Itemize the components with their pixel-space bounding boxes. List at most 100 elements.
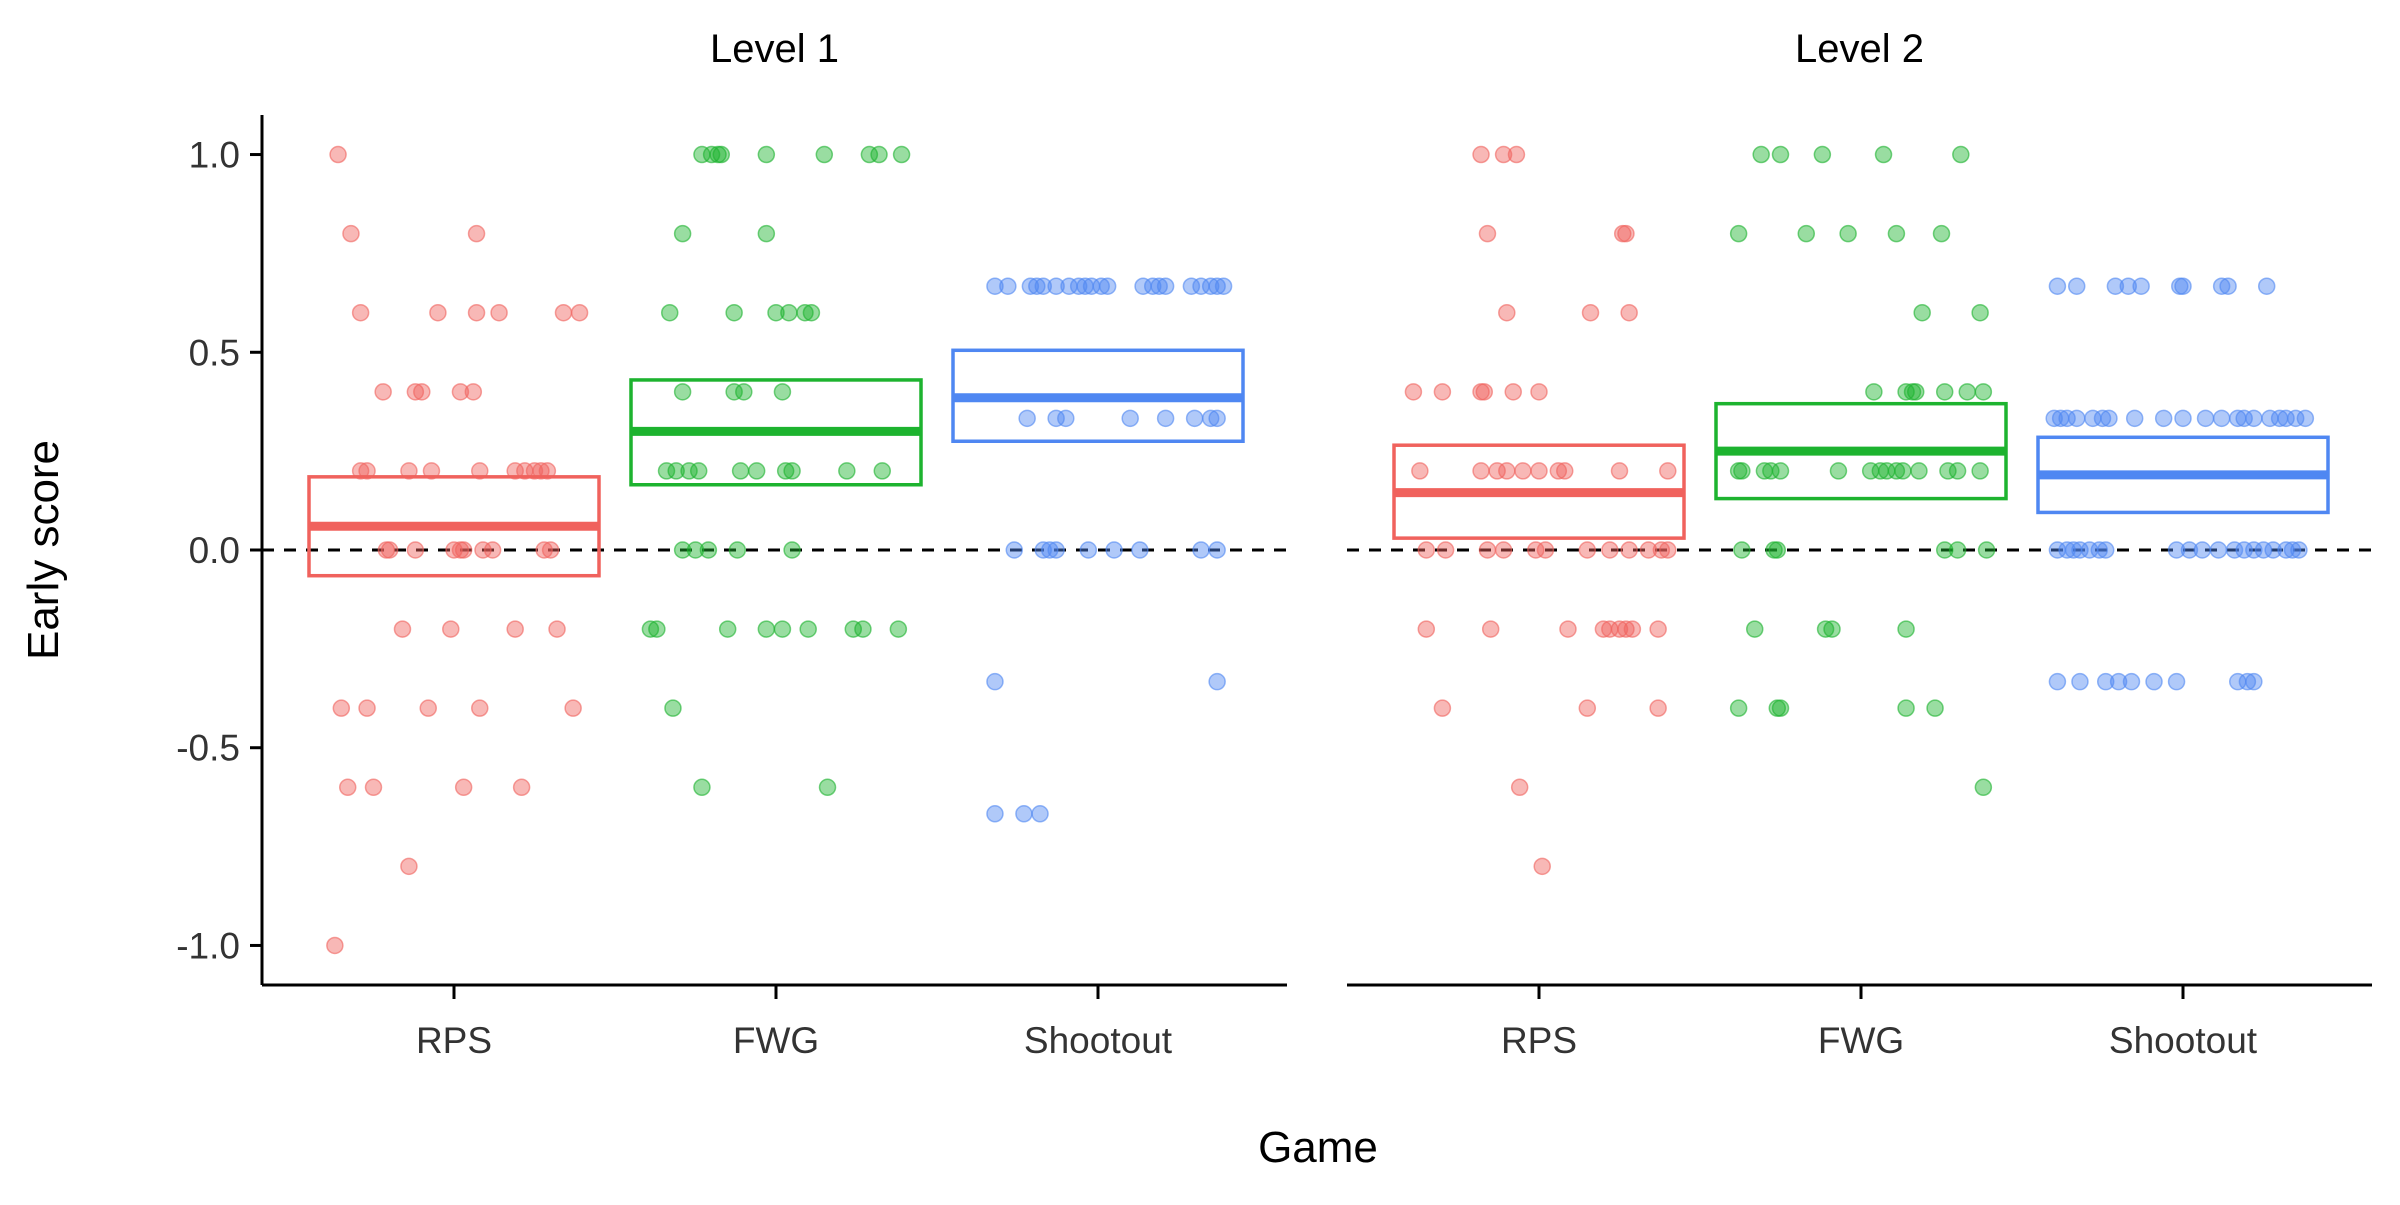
data-point xyxy=(2067,409,2086,428)
data-point xyxy=(2254,541,2273,559)
data-point xyxy=(757,224,776,243)
data-point xyxy=(2235,541,2253,559)
data-point xyxy=(1729,699,1748,717)
data-point xyxy=(1208,672,1226,691)
data-point xyxy=(783,462,801,480)
data-point xyxy=(1581,303,1600,322)
data-point xyxy=(1533,857,1551,876)
data-point xyxy=(419,699,437,717)
data-point xyxy=(757,620,776,638)
data-point xyxy=(2048,672,2067,691)
data-point xyxy=(1143,277,1162,295)
data-point xyxy=(2238,672,2257,691)
y-tick-label: 0.5 xyxy=(189,332,240,373)
data-point xyxy=(986,277,1004,295)
data-point xyxy=(2209,541,2228,559)
x-tick-label: FWG xyxy=(1818,1020,1904,1061)
data-point xyxy=(1556,462,1574,480)
data-point xyxy=(641,620,660,638)
data-point xyxy=(364,778,383,797)
data-point xyxy=(2264,541,2282,559)
data-point xyxy=(532,462,550,480)
data-point xyxy=(1974,778,1993,797)
data-point xyxy=(776,462,795,480)
data-point xyxy=(358,462,376,480)
data-point xyxy=(1874,145,1893,164)
data-point xyxy=(2193,541,2212,559)
data-point xyxy=(1208,409,1226,428)
data-point xyxy=(892,145,911,164)
data-point xyxy=(548,620,566,638)
data-point xyxy=(570,303,589,322)
data-point xyxy=(400,857,418,876)
data-point xyxy=(1498,462,1516,480)
data-point xyxy=(1733,462,1751,480)
data-point xyxy=(525,462,544,480)
data-point xyxy=(512,778,531,797)
data-point xyxy=(1897,620,1915,638)
data-point xyxy=(1098,277,1117,295)
data-point xyxy=(1433,699,1452,717)
data-point xyxy=(1504,383,1522,401)
data-point xyxy=(1411,462,1429,480)
data-point xyxy=(1201,277,1220,295)
data-point xyxy=(1610,620,1629,638)
data-point xyxy=(2093,409,2112,428)
data-point xyxy=(2058,541,2076,559)
data-point xyxy=(1948,541,1967,559)
data-point xyxy=(538,462,557,480)
data-point xyxy=(1031,805,1049,823)
data-point xyxy=(725,383,743,401)
data-point xyxy=(400,462,418,480)
data-point xyxy=(1620,303,1638,322)
data-point xyxy=(1649,699,1667,717)
data-point xyxy=(667,462,685,480)
data-point xyxy=(2090,541,2109,559)
data-point xyxy=(1813,145,1832,164)
data-point xyxy=(358,699,376,717)
data-point xyxy=(657,462,676,480)
data-point xyxy=(725,303,743,322)
data-point xyxy=(471,699,489,717)
data-point xyxy=(326,936,344,955)
data-point xyxy=(664,699,682,717)
y-tick-label: 0.0 xyxy=(189,530,240,571)
data-point xyxy=(731,462,750,480)
data-point xyxy=(1797,224,1816,243)
data-point xyxy=(451,383,470,401)
x-tick-label: Shootout xyxy=(2109,1020,2258,1061)
data-point xyxy=(467,224,486,243)
data-point xyxy=(1559,620,1577,638)
data-point xyxy=(2277,541,2295,559)
data-point xyxy=(2096,672,2115,691)
data-point xyxy=(780,303,798,322)
data-point xyxy=(1839,224,1857,243)
data-point xyxy=(490,303,508,322)
data-point xyxy=(1768,541,1787,559)
data-point xyxy=(718,620,737,638)
data-point xyxy=(506,462,524,480)
data-point xyxy=(2180,541,2199,559)
data-point xyxy=(1894,462,1912,480)
data-point xyxy=(1897,383,1915,401)
data-point xyxy=(471,462,489,480)
data-point xyxy=(2048,277,2067,295)
x-tick-label: Shootout xyxy=(1024,1020,1173,1061)
data-point xyxy=(1620,541,1638,559)
data-point xyxy=(1617,620,1635,638)
data-point xyxy=(648,620,666,638)
y-axis-title: Early score xyxy=(19,440,68,660)
data-point xyxy=(1507,145,1526,164)
data-point xyxy=(2167,672,2186,691)
data-point xyxy=(757,145,776,164)
data-point xyxy=(1752,145,1770,164)
data-point xyxy=(2067,277,2086,295)
data-point xyxy=(2219,277,2237,295)
data-point xyxy=(2096,541,2115,559)
data-point xyxy=(1623,620,1642,638)
data-point xyxy=(1530,462,1548,480)
data-point xyxy=(474,541,492,559)
data-point xyxy=(1498,303,1516,322)
data-point xyxy=(2122,672,2141,691)
data-point xyxy=(1952,145,1970,164)
